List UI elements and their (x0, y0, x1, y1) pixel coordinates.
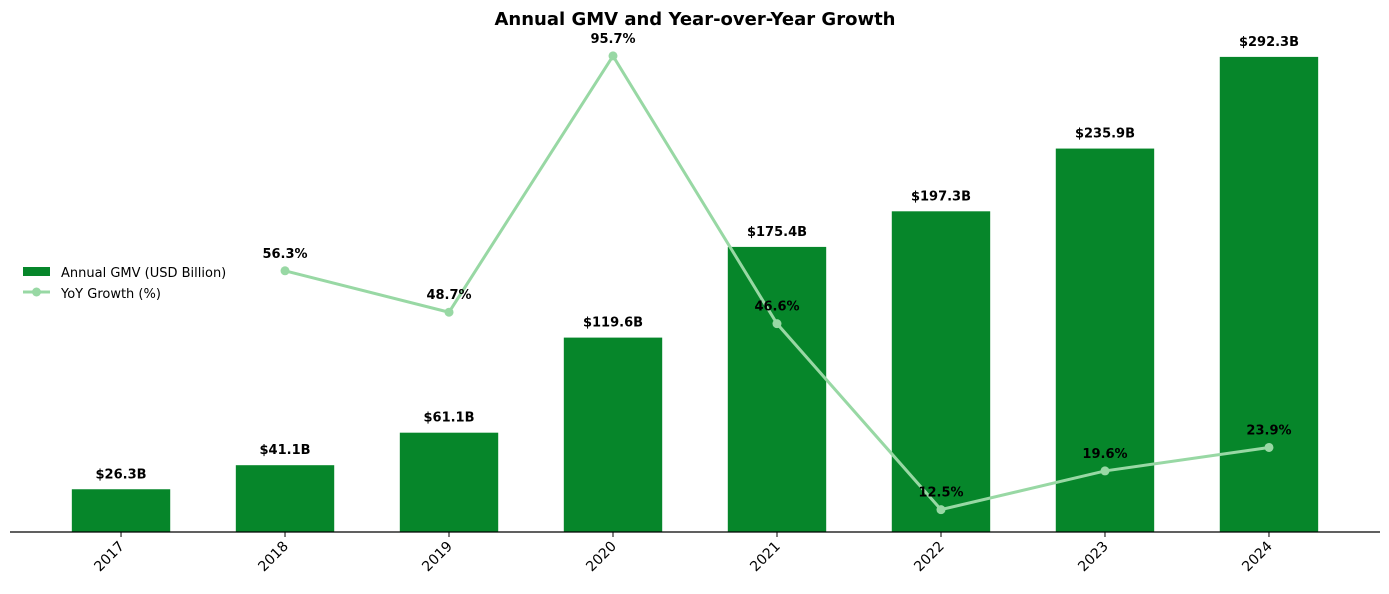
legend-label-growth: YoY Growth (%) (60, 287, 161, 302)
x-tick-label-2019: 2019 (419, 539, 456, 576)
growth-label-2023: 19.6% (1082, 447, 1127, 462)
growth-label-2021: 46.6% (754, 300, 799, 315)
bar-2022 (891, 211, 991, 532)
bar-2019 (399, 432, 499, 532)
legend-label-gmv: Annual GMV (USD Billion) (61, 266, 226, 281)
growth-point-2021 (772, 319, 782, 329)
growth-point-2018 (280, 266, 290, 276)
x-tick-label-2017: 2017 (91, 539, 128, 576)
x-tick-label-2020: 2020 (583, 539, 620, 576)
bar-2018 (235, 465, 335, 532)
growth-label-2019: 48.7% (426, 288, 471, 303)
bar-2017 (71, 489, 171, 532)
x-tick-label-2018: 2018 (255, 539, 292, 576)
x-tick-label-2024: 2024 (1239, 538, 1276, 575)
growth-point-2022 (936, 505, 946, 515)
growth-label-2022: 12.5% (918, 486, 963, 501)
growth-label-2018: 56.3% (262, 247, 307, 262)
x-tick-label-2023: 2023 (1075, 539, 1112, 576)
bar-label-2018: $41.1B (260, 443, 311, 458)
growth-point-2024 (1264, 442, 1274, 452)
bar-label-2020: $119.6B (583, 316, 643, 331)
x-tick-label-2021: 2021 (747, 539, 784, 576)
bar-label-2019: $61.1B (423, 411, 474, 426)
growth-point-2020 (608, 51, 618, 61)
x-tick-label-2022: 2022 (911, 539, 948, 576)
bar-label-2017: $26.3B (96, 467, 147, 482)
bar-label-2023: $235.9B (1075, 127, 1135, 142)
legend-swatch-gmv (23, 267, 50, 276)
growth-label-2024: 23.9% (1246, 423, 1291, 438)
growth-point-2019 (444, 307, 454, 317)
growth-point-2023 (1100, 466, 1110, 476)
bar-label-2022: $197.3B (911, 189, 971, 204)
chart-title: Annual GMV and Year-over-Year Growth (495, 9, 896, 30)
bar-2020 (563, 337, 663, 532)
growth-label-2020: 95.7% (590, 32, 635, 47)
legend: Annual GMV (USD Billion) YoY Growth (%) (23, 266, 226, 302)
legend-marker-growth (32, 287, 41, 297)
bar-label-2021: $175.4B (747, 225, 807, 240)
bar-label-2024: $292.3B (1239, 35, 1299, 50)
bar-2021 (727, 246, 827, 533)
bar-2024 (1219, 56, 1319, 532)
